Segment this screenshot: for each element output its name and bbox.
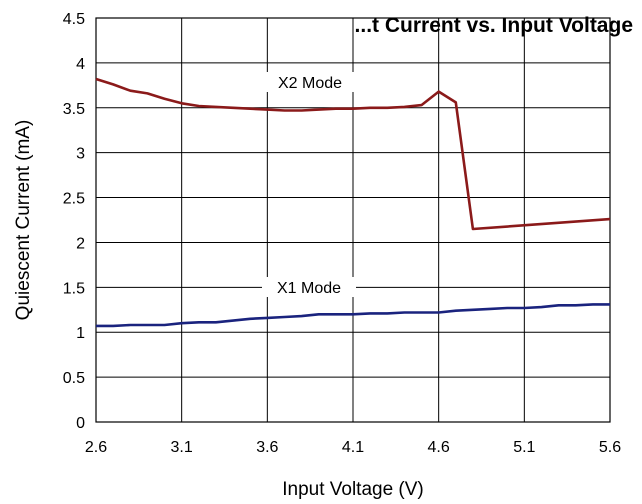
x-tick-label: 5.1 bbox=[513, 439, 535, 456]
grid bbox=[95, 17, 611, 423]
y-tick-label: 4.5 bbox=[63, 11, 85, 28]
series-label-x2-mode: X2 Mode bbox=[278, 75, 342, 92]
series-label-x1-mode: X1 Mode bbox=[277, 280, 341, 297]
x-axis-title: Input Voltage (V) bbox=[282, 479, 424, 500]
y-tick-label: 4 bbox=[76, 56, 85, 73]
y-tick-labels: 0 0.5 1 1.5 2 2.5 3 3.5 4 4.5 bbox=[63, 11, 85, 432]
series-layer bbox=[95, 77, 611, 328]
x-tick-label: 4.6 bbox=[428, 439, 450, 456]
series-label-bg-x2-mode bbox=[263, 72, 357, 92]
x-tick-label: 3.6 bbox=[256, 439, 278, 456]
x-tick-label: 3.1 bbox=[171, 439, 193, 456]
x-tick-label: 2.6 bbox=[85, 439, 107, 456]
y-tick-label: 1 bbox=[76, 325, 85, 342]
y-tick-label: 0.5 bbox=[63, 370, 85, 387]
series-line-x1-mode bbox=[96, 303, 610, 328]
chart-title: ...t Current vs. Input Voltage bbox=[355, 14, 633, 37]
series-label-bg-x1-mode bbox=[262, 277, 356, 297]
series-line-x2-mode bbox=[95, 77, 611, 231]
y-tick-label: 2 bbox=[76, 235, 85, 252]
y-tick-label: 0 bbox=[76, 415, 85, 432]
series-labels: X2 Mode X1 Mode bbox=[262, 72, 357, 297]
x-tick-label: 5.6 bbox=[599, 439, 621, 456]
x-tick-label: 4.1 bbox=[342, 439, 364, 456]
y-tick-label: 3 bbox=[76, 146, 85, 163]
y-tick-label: 2.5 bbox=[63, 191, 85, 208]
y-tick-label: 3.5 bbox=[63, 101, 85, 118]
y-tick-label: 1.5 bbox=[63, 280, 85, 297]
y-axis-title: Quiescent Current (mA) bbox=[13, 120, 34, 321]
x-tick-labels: 2.6 3.1 3.6 4.1 4.6 5.1 5.6 bbox=[85, 439, 621, 456]
